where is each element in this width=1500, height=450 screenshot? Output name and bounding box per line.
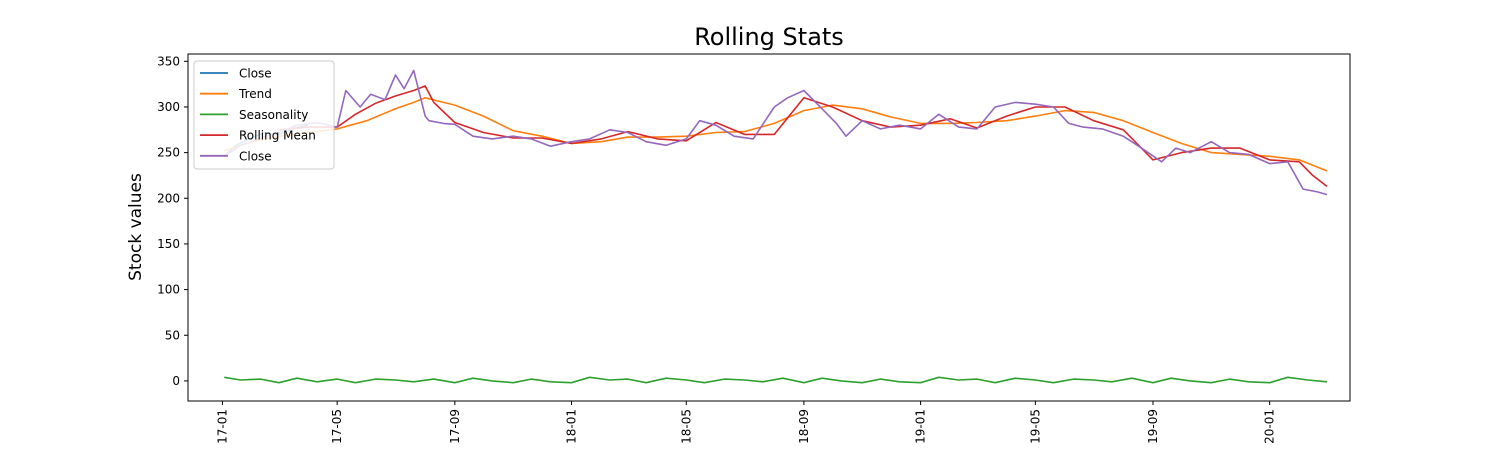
x-tick-label: 19-09 xyxy=(1146,409,1160,444)
x-axis: 17-01 17-05 17-09 18-01 18-05 18-09 19-01 19-05… xyxy=(215,401,1277,444)
y-axis: 0 50 100 150 200 250 300 350 xyxy=(157,54,188,388)
legend-box xyxy=(193,60,335,170)
x-tick-label: 19-05 xyxy=(1028,409,1042,444)
legend-entry: Close xyxy=(239,149,272,163)
y-axis-label: Stock values xyxy=(126,173,146,281)
y-tick-label: 150 xyxy=(157,237,180,251)
legend: Close Trend Seasonality Rolling Mean Close xyxy=(193,60,335,170)
legend-entry: Close xyxy=(239,67,272,81)
x-tick-label: 17-09 xyxy=(448,409,462,444)
x-tick-label: 18-09 xyxy=(797,409,811,444)
x-tick-label: 18-05 xyxy=(679,409,693,444)
x-tick-label: 18-01 xyxy=(565,409,579,444)
plot-frame xyxy=(187,53,1351,402)
y-tick-label: 250 xyxy=(157,146,180,160)
y-tick-label: 200 xyxy=(157,191,180,205)
y-tick-label: 100 xyxy=(157,283,180,297)
y-tick-label: 300 xyxy=(157,100,180,114)
plot-series xyxy=(223,69,1328,384)
y-tick-label: 50 xyxy=(165,328,180,342)
series-line-4 xyxy=(223,69,1328,196)
x-tick-label: 17-01 xyxy=(215,409,229,444)
legend-entry: Trend xyxy=(238,87,272,101)
legend-entry: Seasonality xyxy=(239,108,308,122)
x-tick-label: 19-01 xyxy=(914,409,928,444)
x-tick-label: 20-01 xyxy=(1263,409,1277,444)
series-line-1 xyxy=(224,97,1328,172)
legend-entry: Rolling Mean xyxy=(239,129,316,143)
y-tick-label: 350 xyxy=(157,54,180,68)
chart-title: Rolling Stats xyxy=(694,23,844,51)
x-tick-label: 17-05 xyxy=(330,409,344,444)
y-tick-label: 0 xyxy=(172,374,180,388)
series-line-2 xyxy=(224,376,1328,384)
series-line-3 xyxy=(278,85,1328,188)
